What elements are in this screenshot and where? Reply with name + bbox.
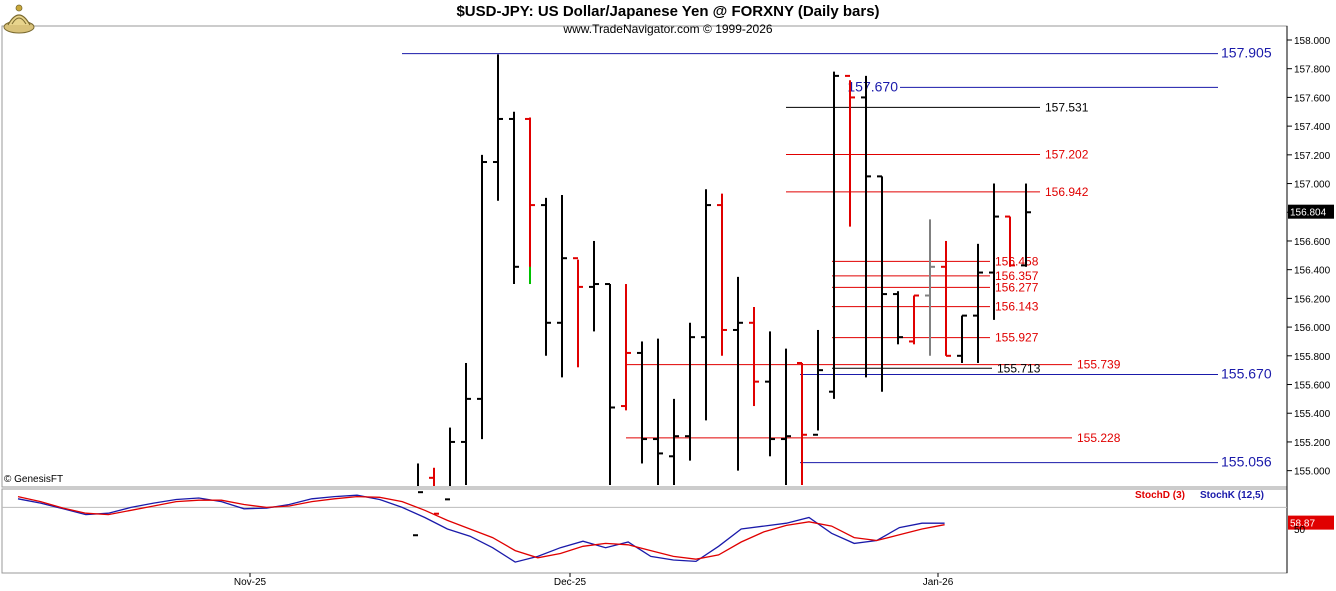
y-tick-label: 155.200 [1294, 438, 1331, 449]
stoch-k-line [17, 494, 945, 563]
y-tick-label: 156.200 [1294, 294, 1331, 305]
level-label: 157.531 [1045, 100, 1089, 114]
current-price-box [1288, 204, 1334, 219]
genesis-logo-icon [3, 4, 35, 34]
stoch-value-label: 58.87 [1290, 519, 1315, 530]
level-label: 157.670 [847, 78, 898, 94]
data-credit: © GenesisFT [4, 474, 64, 485]
y-tick-label: 157.800 [1294, 65, 1331, 76]
level-label: 155.228 [1077, 431, 1121, 445]
current-price-label: 156.804 [1290, 208, 1327, 219]
price-panel-frame [1, 25, 1288, 488]
level-label: 156.143 [995, 300, 1039, 314]
x-tick-label: Dec-25 [554, 577, 587, 588]
y-tick-label: 156.000 [1294, 323, 1331, 334]
x-tick-label: Nov-25 [234, 577, 267, 588]
y-tick-label: 157.200 [1294, 151, 1331, 162]
stoch-value-box [1288, 515, 1334, 530]
stoch-axis-label: 50 [1294, 525, 1306, 536]
y-tick-label: 155.400 [1294, 409, 1331, 420]
level-label: 155.713 [997, 361, 1041, 375]
level-label: 156.942 [1045, 185, 1089, 199]
y-tick-label: 155.600 [1294, 381, 1331, 392]
level-label: 155.927 [995, 331, 1039, 345]
y-tick-label: 157.400 [1294, 122, 1331, 133]
legend-stoch-k: StochK (12,5) [1200, 490, 1264, 501]
level-label: 156.277 [995, 280, 1039, 294]
legend-stoch-d: StochD (3) [1135, 490, 1185, 501]
level-label: 157.202 [1045, 148, 1089, 162]
level-label: 157.905 [1221, 45, 1272, 61]
level-label: 155.056 [1221, 454, 1272, 470]
level-label: 156.458 [995, 254, 1039, 268]
y-tick-label: 158.000 [1294, 36, 1331, 47]
y-tick-label: 155.800 [1294, 352, 1331, 363]
level-label: 155.670 [1221, 365, 1272, 381]
y-tick-label: 156.600 [1294, 237, 1331, 248]
y-tick-label: 157.600 [1294, 93, 1331, 104]
y-tick-label: 155.000 [1294, 467, 1331, 478]
level-label: 155.739 [1077, 358, 1121, 372]
chart-subtitle: www.TradeNavigator.com © 1999-2026 [563, 22, 773, 36]
level-label: 156.357 [995, 269, 1039, 283]
chart-title: $USD-JPY: US Dollar/Japanese Yen @ FORXN… [456, 3, 880, 20]
y-tick-label: 156.400 [1294, 266, 1331, 277]
x-tick-label: Jan-26 [923, 577, 954, 588]
y-tick-label: 157.000 [1294, 180, 1331, 191]
stoch-d-line [17, 495, 945, 560]
stochastic-panel-frame [1, 488, 1288, 574]
